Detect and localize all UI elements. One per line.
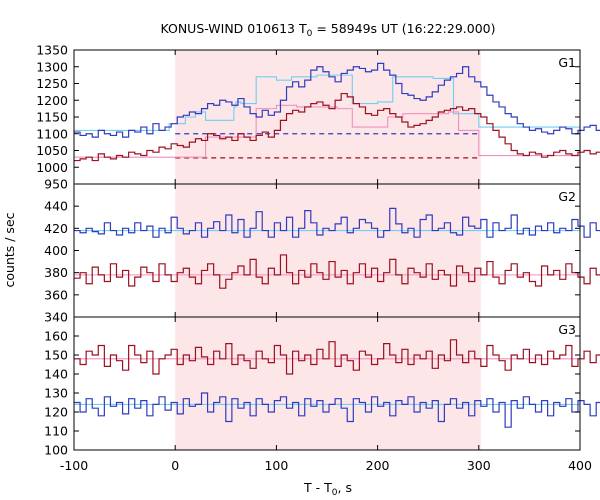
x-tick-label: 100 (264, 458, 288, 473)
y-tick-label: 110 (44, 424, 68, 439)
y-axis-label: counts / sec (2, 212, 17, 287)
y-tick-label: 120 (44, 405, 68, 420)
x-tick-labels: -100 0 100 200 300 400 (60, 458, 592, 473)
x-tick-label: 400 (568, 458, 592, 473)
y-tick-label: 1200 (36, 93, 68, 108)
y-tick-label: 1150 (36, 110, 68, 125)
y-tick-label: 400 (44, 243, 68, 258)
y-tick-label: 150 (44, 348, 68, 363)
y-tick-label: 1250 (36, 76, 68, 91)
y-tick-label: 100 (44, 443, 68, 458)
y-tick-label: 1300 (36, 59, 68, 74)
series-line-blue (74, 392, 600, 428)
series-line-red (74, 254, 600, 289)
series-line-blue (74, 62, 600, 138)
panel-label: G1 (558, 55, 576, 70)
x-tick-label: 300 (467, 458, 491, 473)
panel-g2: 340 360 380 400 420 440 G2 (44, 183, 600, 325)
panel-label: G2 (558, 189, 576, 204)
y-tick-label: 160 (44, 329, 68, 344)
y-tick-label: 1100 (36, 126, 68, 141)
panel-label: G3 (558, 322, 576, 337)
y-tick-label: 140 (44, 367, 68, 382)
series-line-red (74, 339, 600, 375)
series-line-red (74, 92, 600, 162)
y-tick-label: 950 (44, 177, 68, 192)
y-tick-label: 1050 (36, 143, 68, 158)
y-tick-label: 420 (44, 221, 68, 236)
shaded-interval (175, 184, 481, 317)
chart-title: KONUS-WIND 010613 T0 = 58949s UT (16:22:… (160, 21, 495, 39)
x-axis-label: T - T0, s (303, 480, 352, 498)
y-tick-label: 380 (44, 265, 68, 280)
y-tick-label: 1000 (36, 160, 68, 175)
y-tick-label: 130 (44, 386, 68, 401)
panel-g3: 100 110 120 130 140 150 160 G3 (44, 316, 600, 458)
y-tick-label: 1350 (36, 43, 68, 58)
panel-frame (73, 316, 581, 451)
y-tick-label: 340 (44, 310, 68, 325)
x-tick-label: 200 (366, 458, 390, 473)
y-tick-label: 440 (44, 199, 68, 214)
series-line-blue (74, 207, 600, 238)
x-tick-label: -100 (60, 458, 88, 473)
shaded-interval (175, 317, 481, 450)
x-tick-label: 0 (171, 458, 179, 473)
y-tick-label: 360 (44, 287, 68, 302)
